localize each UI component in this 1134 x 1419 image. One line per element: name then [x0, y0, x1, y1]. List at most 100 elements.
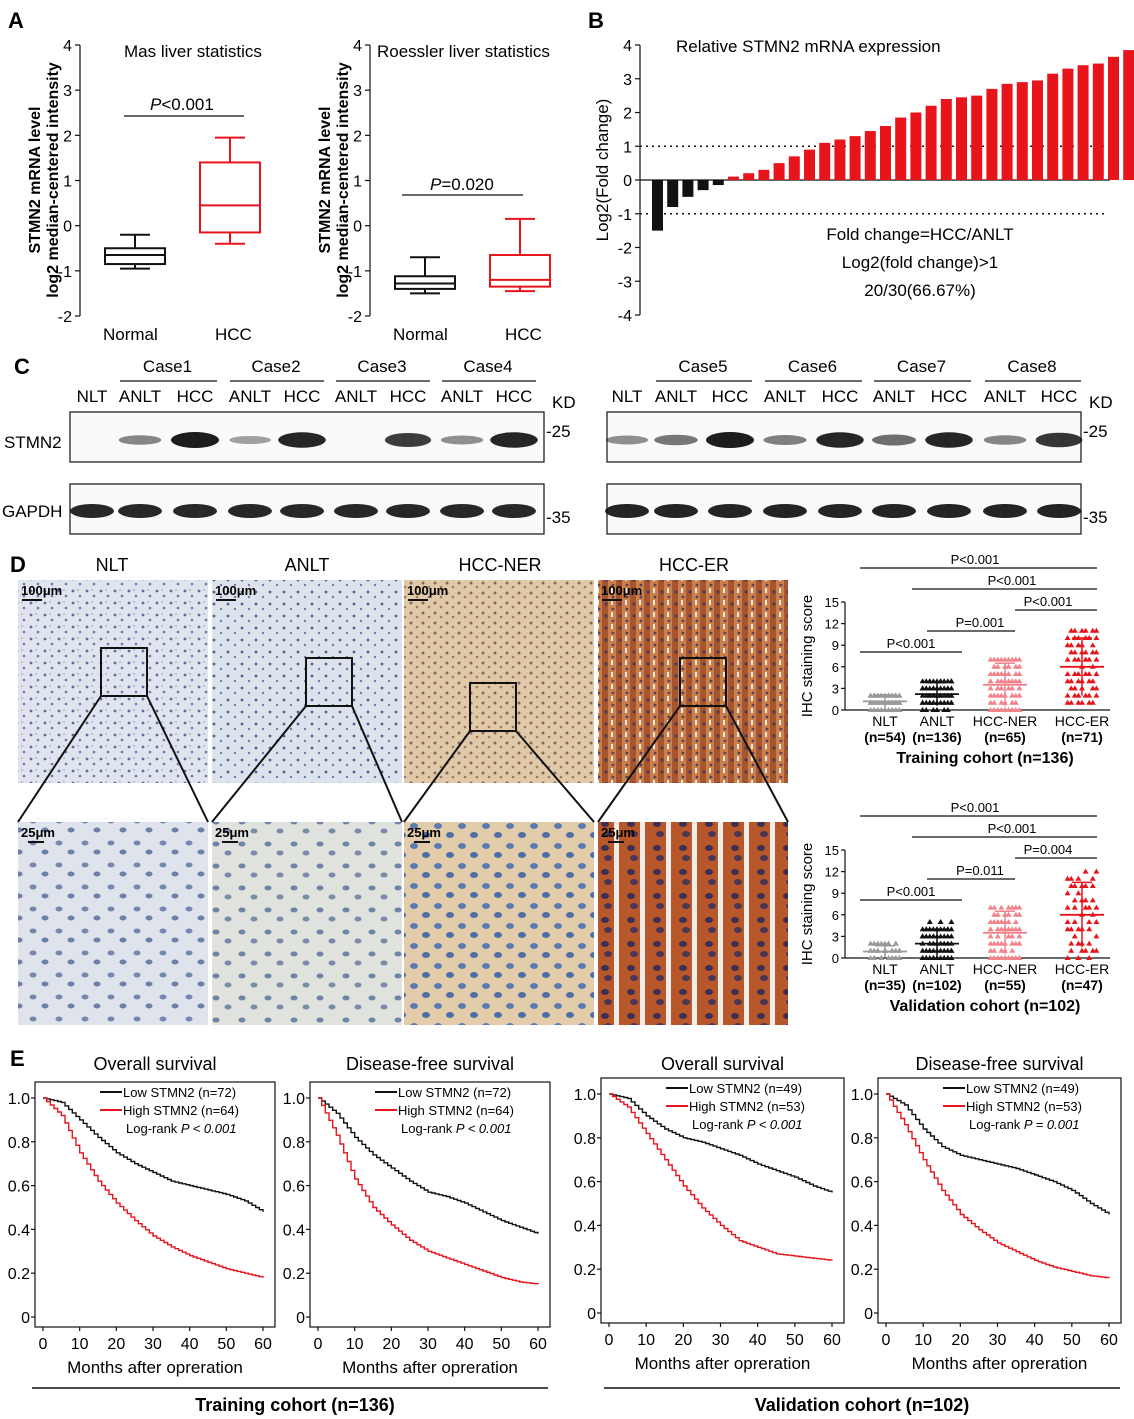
legend-high: High STMN2 (n=53) [966, 1099, 1082, 1114]
data-point [1068, 699, 1075, 705]
data-point [878, 699, 885, 705]
data-point [991, 904, 998, 910]
bar [773, 163, 785, 180]
stmn2-band [872, 434, 916, 446]
group-n: (n=35) [864, 977, 906, 993]
bar [804, 149, 815, 180]
y-tick-label: 2 [63, 128, 72, 145]
logrank-p: P < 0.001 [456, 1121, 512, 1136]
data-point [878, 955, 885, 960]
mw-25: -25 [1083, 422, 1108, 441]
y-tick-label: -3 [618, 274, 632, 291]
roessler-pvalue: P=0.020 [430, 175, 494, 194]
data-point [994, 707, 1001, 712]
km-curve-Low-STMN2 [609, 1093, 833, 1193]
mas-title: Mas liver statistics [124, 42, 262, 61]
data-point [1071, 685, 1078, 691]
panelB-ylabel: Log2(Fold change) [593, 99, 612, 242]
y-tick-label: 1 [623, 139, 632, 156]
gapdh-band [386, 504, 430, 518]
data-point [1093, 656, 1100, 662]
x-label: HCC [505, 325, 542, 344]
cohort-title: Training cohort (n=136) [896, 750, 1073, 767]
bar [819, 142, 831, 180]
bar [849, 136, 861, 180]
data-point [930, 933, 937, 939]
x-tick-label: 40 [749, 1332, 767, 1349]
lane-label: HCC [1041, 387, 1078, 406]
legend-logrank: Log-rank P = 0.001 [969, 1117, 1079, 1132]
logrank-label: Log-rank [692, 1117, 747, 1132]
y-tick-label: 0.4 [8, 1222, 30, 1239]
zoom-line [17, 695, 102, 823]
roessler-p-val: =0.020 [441, 175, 493, 194]
data-point [937, 692, 944, 698]
group-label: NLT [872, 961, 898, 977]
y-tick-label: 0 [623, 173, 632, 190]
data-point [937, 933, 944, 939]
x-tick-label: 30 [989, 1332, 1007, 1349]
case-label: Case5 [678, 357, 727, 376]
sig-pvalue: P<0.001 [988, 573, 1037, 588]
scale-label-top: 100μm [215, 583, 256, 598]
y-tick-label: 0 [864, 1306, 873, 1323]
data-point [1068, 642, 1075, 648]
km-frame [600, 1077, 845, 1324]
lane-label: HCC [931, 387, 968, 406]
data-point [1016, 904, 1023, 910]
stmn2-band [490, 432, 538, 448]
data-point [1009, 955, 1016, 960]
data-point [926, 919, 933, 924]
cohort-left: Training cohort (n=136) [195, 1395, 395, 1415]
data-point [1075, 642, 1082, 648]
data-point [919, 947, 926, 953]
x-tick-label: 50 [492, 1336, 510, 1353]
data-point [1093, 933, 1100, 939]
case-label: Case6 [788, 357, 837, 376]
lane-label: HCC [390, 387, 427, 406]
data-point [1009, 904, 1016, 910]
data-point [885, 699, 892, 705]
panel-label-b: B [588, 8, 604, 33]
y-tick-label: 0.4 [283, 1222, 305, 1239]
case-label: Case1 [143, 357, 192, 376]
data-point [1071, 933, 1078, 939]
stmn2-band [816, 432, 864, 448]
gapdh-band [763, 504, 807, 518]
x-label: Normal [103, 325, 158, 344]
bar [667, 180, 679, 207]
mw-35: -35 [546, 508, 571, 527]
data-point [1064, 904, 1071, 910]
data-point [1093, 627, 1100, 633]
data-point [1089, 897, 1096, 903]
group-label: HCC-ER [1055, 713, 1109, 729]
stmn2-band [605, 435, 649, 445]
data-point [991, 911, 998, 917]
data-point [1016, 955, 1023, 960]
data-point [998, 919, 1005, 924]
logrank-p: P < 0.001 [747, 1117, 803, 1132]
legend-logrank: Log-rank P < 0.001 [126, 1121, 236, 1136]
data-point [1005, 919, 1012, 924]
bar [697, 180, 709, 191]
panelB-note1: Fold change=HCC/ANLT [826, 225, 1013, 244]
data-point [1009, 947, 1016, 953]
data-point [892, 940, 899, 946]
data-point [1068, 947, 1075, 953]
sig-pvalue: P<0.001 [887, 884, 936, 899]
km-curve-High-STMN2 [886, 1093, 1110, 1279]
lane-label: HCC [822, 387, 859, 406]
data-point [1089, 685, 1096, 691]
x-tick-label: 10 [71, 1336, 89, 1353]
data-point [1075, 890, 1082, 896]
data-point [934, 707, 940, 712]
y-tick-label: 3 [832, 929, 839, 944]
data-point [1079, 699, 1085, 705]
km-title: Disease-free survival [346, 1054, 514, 1074]
stmn2-band [171, 432, 219, 448]
data-point [987, 926, 994, 932]
data-point [1093, 947, 1100, 953]
data-point [1016, 933, 1023, 939]
y-tick-label: 2 [353, 128, 362, 145]
